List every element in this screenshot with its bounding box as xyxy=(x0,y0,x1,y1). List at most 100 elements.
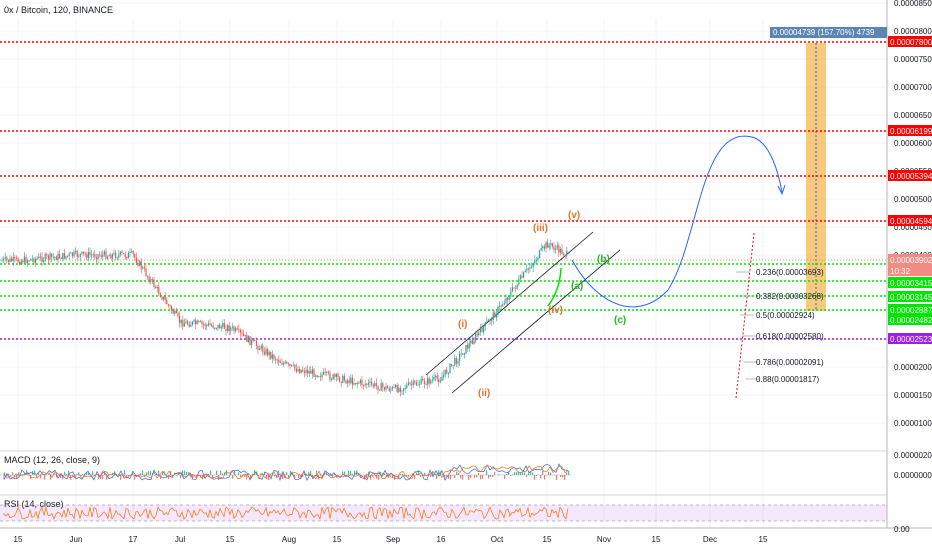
channel-lower xyxy=(451,249,621,394)
candle xyxy=(1,260,3,262)
candle xyxy=(150,279,152,282)
projection-arrow[interactable] xyxy=(571,135,786,308)
candle xyxy=(526,268,528,271)
candle xyxy=(126,256,128,259)
candle xyxy=(294,364,296,369)
candle xyxy=(443,374,445,378)
fib-level-label: 0.786(0.00002091) xyxy=(756,358,824,367)
macd-bar xyxy=(392,475,394,478)
projection-arrowhead xyxy=(777,184,786,196)
candle xyxy=(529,267,531,269)
candle xyxy=(270,351,272,359)
candle xyxy=(267,349,269,356)
candle xyxy=(401,390,403,392)
target-zone[interactable] xyxy=(806,43,826,311)
candle xyxy=(231,326,233,328)
macd-bar xyxy=(454,475,456,479)
macd-histogram xyxy=(0,463,572,482)
macd-bar xyxy=(72,475,74,477)
trend-channel[interactable] xyxy=(425,231,621,394)
candle xyxy=(51,253,53,257)
macd-bar xyxy=(282,475,284,480)
macd-bar xyxy=(426,475,428,476)
candle xyxy=(73,252,75,257)
candle xyxy=(219,324,221,329)
macd-bar xyxy=(156,474,158,475)
candle xyxy=(139,261,141,266)
candle xyxy=(323,371,325,375)
macd-bar xyxy=(104,471,106,475)
macd-bar xyxy=(50,475,52,480)
time-tick: Sep xyxy=(386,535,401,544)
macd-bar xyxy=(128,475,130,476)
candle xyxy=(38,256,40,259)
candle xyxy=(201,321,203,324)
wave-label: (b) xyxy=(597,254,610,265)
macd-bar xyxy=(402,473,404,475)
candle xyxy=(215,327,217,329)
candle xyxy=(515,288,517,289)
candle xyxy=(36,258,38,260)
measure-text: 0.00004739 (157.70%) 4739 xyxy=(773,28,875,37)
candle xyxy=(121,251,123,254)
macd-bar xyxy=(190,475,192,478)
candle xyxy=(263,351,265,355)
time-tick: Aug xyxy=(282,535,296,544)
candle xyxy=(135,257,137,263)
candle xyxy=(172,310,174,314)
candle xyxy=(414,380,416,383)
macd-bar xyxy=(352,473,354,475)
candle xyxy=(374,383,376,387)
candle xyxy=(342,375,344,383)
macd-bar xyxy=(266,475,268,480)
candle xyxy=(404,387,406,389)
candle xyxy=(283,363,285,365)
macd-bar xyxy=(262,473,264,475)
macd-bar xyxy=(122,475,124,477)
macd-bar xyxy=(132,471,134,475)
candle xyxy=(313,369,315,377)
candle xyxy=(291,365,293,366)
candle xyxy=(47,255,49,260)
candle xyxy=(185,321,187,324)
fib-retracement[interactable]: 0.236(0.00003693) 0.382(0.00003268) 0.5(0.… xyxy=(735,232,824,399)
macd-bar xyxy=(394,475,396,480)
macd-bar xyxy=(278,470,280,475)
candle xyxy=(22,260,24,263)
macd-bar xyxy=(334,473,336,475)
candle xyxy=(239,329,241,333)
macd-bar xyxy=(116,474,118,475)
candle xyxy=(492,312,494,320)
macd-bar xyxy=(174,472,176,475)
candle xyxy=(228,325,230,331)
macd-bar xyxy=(424,472,426,475)
macd-bar xyxy=(448,475,450,479)
candle xyxy=(151,279,153,280)
macd-bar xyxy=(568,470,570,475)
candle xyxy=(276,359,278,361)
macd-bar xyxy=(310,470,312,475)
candle xyxy=(39,256,41,258)
candle xyxy=(455,358,457,364)
macd-bar xyxy=(22,475,24,477)
macd-bar xyxy=(560,475,562,477)
macd-bar xyxy=(540,475,542,479)
macd-bar xyxy=(210,470,212,475)
macd-bar xyxy=(420,475,422,477)
time-tick: 15 xyxy=(652,535,661,544)
macd-bar xyxy=(176,475,178,476)
candle xyxy=(476,333,478,336)
macd-bar xyxy=(414,475,416,480)
price-level-label: 0.00005394 xyxy=(890,172,932,181)
macd-bar xyxy=(178,472,180,475)
candle xyxy=(559,248,561,253)
price-levels[interactable] xyxy=(0,41,887,340)
candle xyxy=(563,254,565,256)
macd-bar xyxy=(516,471,518,475)
macd-bar xyxy=(276,475,278,478)
time-axis[interactable]: 15 Jun 17 Jul 15 Aug 15 Sep 16 Oct 15 Nov 15 Dec 15 xyxy=(14,535,768,544)
price-level-badge xyxy=(888,254,932,265)
candle xyxy=(177,313,179,317)
